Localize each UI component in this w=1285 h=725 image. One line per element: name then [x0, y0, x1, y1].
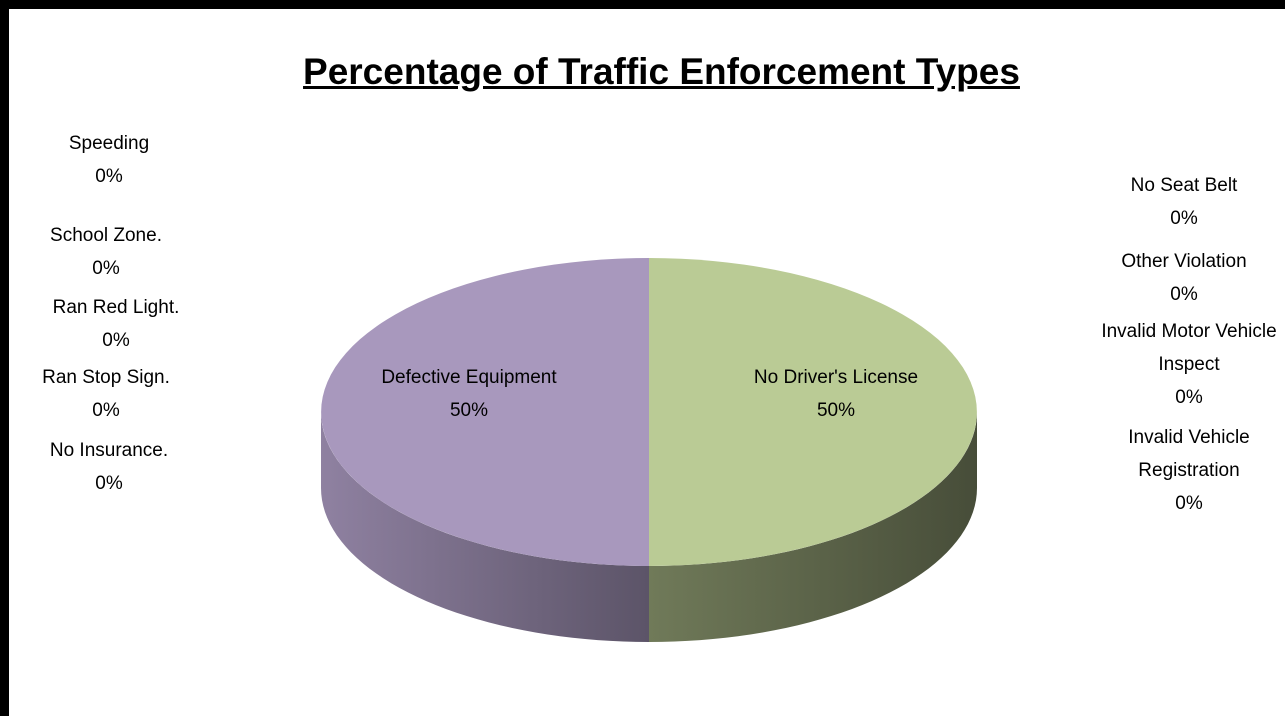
- pie-slice-side: [649, 412, 977, 642]
- slice-name: No Insurance.: [49, 440, 169, 461]
- slice-value: 0%: [1175, 493, 1203, 514]
- chart-title: Percentage of Traffic Enforcement Types: [303, 51, 1020, 92]
- slice-name: No Seat Belt: [1130, 175, 1238, 196]
- data-label: Invalid Motor Vehicle Inspect 0%: [1079, 315, 1285, 414]
- slice-value: 50%: [816, 400, 856, 421]
- slice-value: 0%: [1170, 208, 1198, 229]
- slice-value: 50%: [449, 400, 489, 421]
- slice-value: 0%: [1175, 387, 1203, 408]
- slice-name: No Driver's License: [753, 367, 919, 388]
- data-label: No Seat Belt 0%: [1094, 169, 1274, 235]
- slice-name: School Zone.: [50, 225, 162, 246]
- slice-name: Ran Stop Sign.: [42, 367, 170, 388]
- slice-value: 0%: [1170, 284, 1198, 305]
- slice-value: 0%: [92, 400, 120, 421]
- data-label: School Zone. 0%: [16, 219, 196, 285]
- slice-value: 0%: [102, 330, 130, 351]
- slice-name: Invalid Vehicle Registration: [1128, 427, 1250, 481]
- slice-name: Defective Equipment: [381, 367, 557, 388]
- slice-name: Other Violation: [1121, 251, 1247, 272]
- slice-name: Speeding: [68, 133, 150, 154]
- data-label: Speeding 0%: [19, 127, 199, 193]
- slice-value: 0%: [92, 258, 120, 279]
- data-label: No Insurance. 0%: [19, 434, 199, 500]
- slice-name: Ran Red Light.: [52, 297, 180, 318]
- data-label: Ran Stop Sign. 0%: [16, 361, 196, 427]
- pie-slice: [649, 258, 977, 566]
- slice-value: 0%: [95, 166, 123, 187]
- data-label: Ran Red Light. 0%: [26, 291, 206, 357]
- pie-slice: [321, 258, 649, 566]
- data-label: Defective Equipment 50%: [339, 361, 599, 427]
- pie-area: [321, 258, 977, 642]
- data-label: Other Violation 0%: [1084, 245, 1284, 311]
- data-label: No Driver's License 50%: [706, 361, 966, 427]
- pie-slice-side: [321, 412, 649, 642]
- data-label: Invalid Vehicle Registration 0%: [1104, 421, 1274, 520]
- slice-name: Invalid Motor Vehicle Inspect: [1101, 321, 1277, 375]
- slice-value: 0%: [95, 473, 123, 494]
